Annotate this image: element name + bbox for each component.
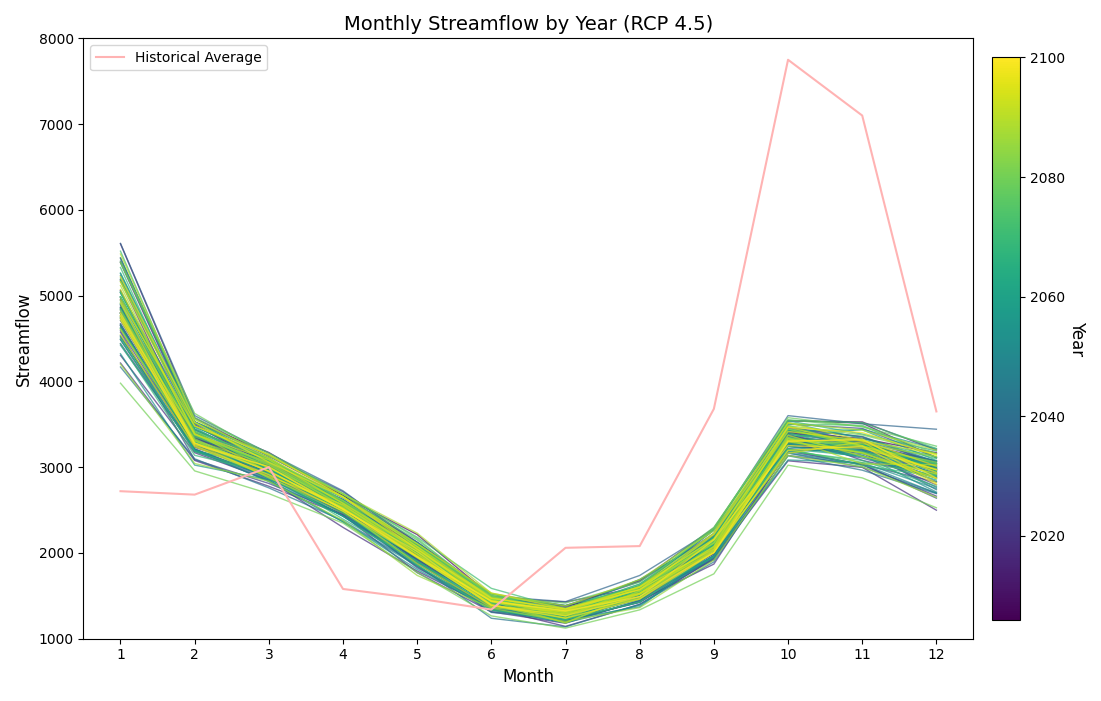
Historical Average: [113, 487, 127, 496]
Legend: Historical Average: Historical Average: [90, 46, 268, 70]
Historical Average: [484, 606, 498, 614]
Historical Average: [929, 407, 942, 416]
Historical Average: [337, 585, 350, 593]
Historical Average: [707, 404, 720, 413]
Historical Average: [559, 543, 573, 552]
Historical Average: [411, 594, 424, 603]
Historical Average: [782, 55, 795, 64]
Historical Average: [188, 491, 201, 499]
Title: Monthly Streamflow by Year (RCP 4.5): Monthly Streamflow by Year (RCP 4.5): [344, 15, 713, 34]
Historical Average: [855, 111, 869, 120]
Y-axis label: Year: Year: [1068, 321, 1086, 356]
Historical Average: [633, 542, 646, 550]
X-axis label: Month: Month: [502, 668, 555, 686]
Y-axis label: Streamflow: Streamflow: [15, 292, 33, 386]
Historical Average: [262, 463, 275, 471]
Line: Historical Average: Historical Average: [120, 60, 936, 610]
